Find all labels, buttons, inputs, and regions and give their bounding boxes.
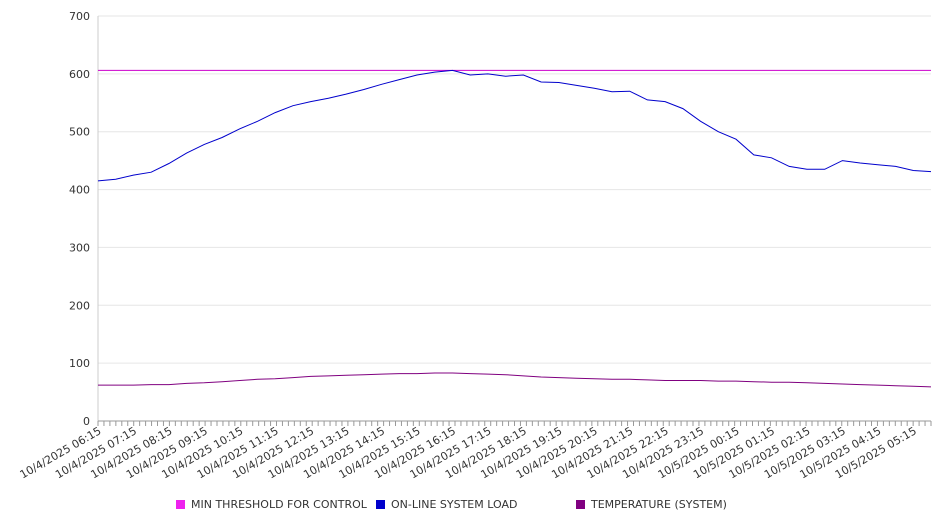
legend-label-system-load: ON-LINE SYSTEM LOAD	[391, 498, 518, 511]
series-line-system-load	[97, 69, 932, 182]
y-tick-label: 400	[69, 184, 90, 197]
legend-label-min-threshold: MIN THRESHOLD FOR CONTROL	[191, 498, 367, 511]
series-lines	[97, 69, 932, 388]
legend: MIN THRESHOLD FOR CONTROL ON-LINE SYSTEM…	[0, 498, 946, 514]
legend-item-system-load[interactable]: ON-LINE SYSTEM LOAD	[376, 498, 517, 511]
y-tick-label: 100	[69, 357, 90, 370]
gridlines	[98, 15, 931, 364]
axes	[97, 16, 932, 426]
legend-swatch-system-load	[376, 500, 385, 509]
y-tick-label: 0	[83, 415, 90, 428]
legend-swatch-temperature	[576, 500, 585, 509]
y-axis-ticks: 0 100 200 300 400 500 600 700	[69, 10, 90, 428]
legend-label-temperature: TEMPERATURE (SYSTEM)	[591, 498, 727, 511]
legend-swatch-min-threshold	[176, 500, 185, 509]
y-tick-label: 300	[69, 241, 90, 254]
series-line-temperature	[98, 372, 932, 388]
y-tick-label: 600	[69, 68, 90, 81]
y-tick-label: 200	[69, 299, 90, 312]
y-tick-label: 500	[69, 126, 90, 139]
legend-item-min-threshold[interactable]: MIN THRESHOLD FOR CONTROL	[176, 498, 367, 511]
legend-item-temperature[interactable]: TEMPERATURE (SYSTEM)	[576, 498, 727, 511]
y-tick-label: 700	[69, 10, 90, 23]
